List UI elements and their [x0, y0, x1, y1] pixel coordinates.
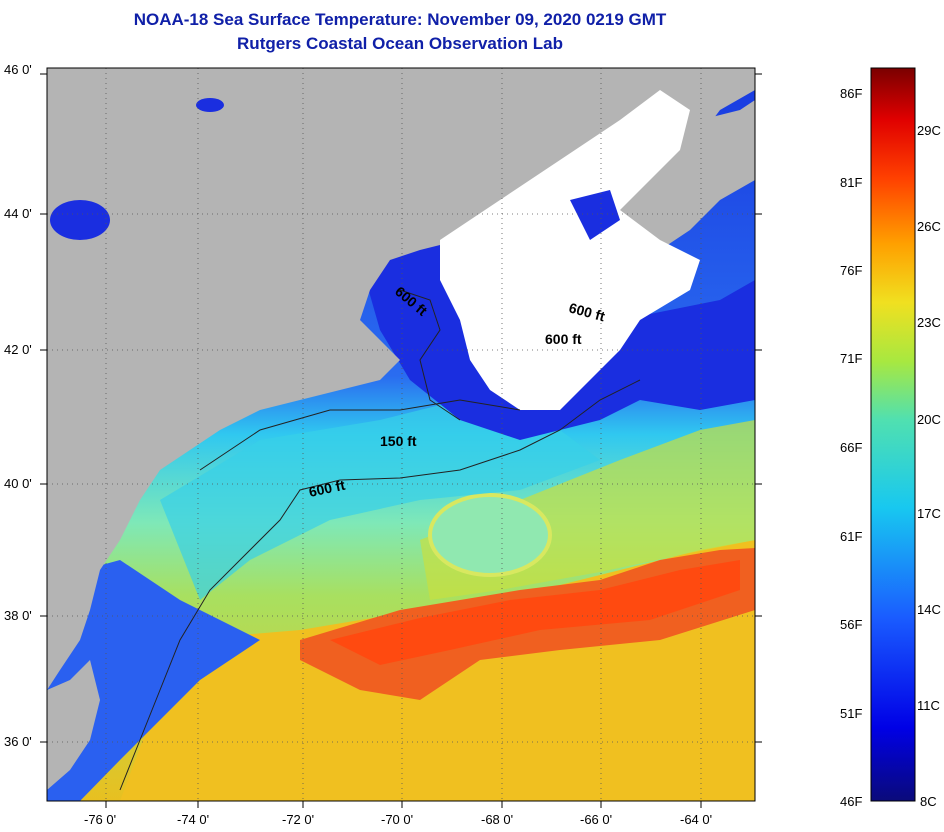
celsius-label: 8C: [920, 794, 937, 809]
map-border: [46, 67, 756, 802]
lake: [50, 200, 110, 240]
land-mass: [47, 68, 755, 690]
fahrenheit-label: 86F: [840, 86, 862, 101]
lake: [196, 98, 224, 112]
axis-ticks: [40, 73, 762, 808]
temperature-colorbar: [870, 67, 916, 802]
gulf-stream-core: [330, 560, 740, 665]
map-title: NOAA-18 Sea Surface Temperature: Novembe…: [133, 10, 667, 29]
fahrenheit-label: 46F: [840, 794, 862, 809]
lon-tick-label: -66 0': [580, 812, 612, 827]
lat-tick-label: 40 0': [4, 476, 32, 491]
fahrenheit-label: 81F: [840, 175, 862, 190]
lat-tick-label: 46 0': [4, 62, 32, 77]
colorbar-celsius-labels: 29C 26C 23C 20C 17C 14C 11C 8C: [917, 123, 941, 809]
coastal-water: [47, 560, 260, 801]
celsius-label: 29C: [917, 123, 941, 138]
lat-lon-grid: [47, 68, 755, 801]
fahrenheit-label: 61F: [840, 529, 862, 544]
land-south: [47, 660, 100, 790]
celsius-label: 26C: [917, 219, 941, 234]
lon-tick-label: -74 0': [177, 812, 209, 827]
celsius-label: 14C: [917, 602, 941, 617]
colorbar-fahrenheit-labels: 86F 81F 76F 71F 66F 61F 56F 51F 46F: [840, 86, 862, 809]
map-subtitle: Rutgers Coastal Ocean Observation Lab: [237, 34, 563, 53]
lon-tick-label: -70 0': [381, 812, 413, 827]
fahrenheit-label: 51F: [840, 706, 862, 721]
bathymetry-contours: [119, 289, 641, 791]
contour-label: 600 ft: [307, 477, 346, 500]
cloud-cover: [440, 90, 700, 410]
clear-patch: [570, 190, 620, 240]
fahrenheit-label: 71F: [840, 351, 862, 366]
celsius-label: 23C: [917, 315, 941, 330]
lon-tick-label: -72 0': [282, 812, 314, 827]
lat-tick-label: 38 0': [4, 608, 32, 623]
lon-tick-label: -68 0': [481, 812, 513, 827]
latitude-labels: 46 0' 44 0' 42 0' 40 0' 38 0' 36 0': [4, 62, 32, 749]
fahrenheit-label: 76F: [840, 263, 862, 278]
contour-label: 600 ft: [545, 331, 582, 347]
fahrenheit-label: 66F: [840, 440, 862, 455]
shelf-water: [160, 400, 600, 600]
fahrenheit-label: 56F: [840, 617, 862, 632]
contour-label: 150 ft: [380, 433, 417, 449]
lon-tick-label: -76 0': [84, 812, 116, 827]
lat-tick-label: 44 0': [4, 206, 32, 221]
map-area: [47, 68, 755, 801]
longitude-labels: -76 0' -74 0' -72 0' -70 0' -68 0' -66 0…: [84, 812, 712, 827]
celsius-label: 20C: [917, 412, 941, 427]
lat-tick-label: 42 0': [4, 342, 32, 357]
lat-tick-label: 36 0': [4, 734, 32, 749]
lon-tick-label: -64 0': [680, 812, 712, 827]
warm-core-eddy: [428, 493, 552, 577]
nova-scotia: [600, 100, 755, 260]
celsius-label: 11C: [917, 698, 940, 713]
celsius-label: 17C: [917, 506, 941, 521]
